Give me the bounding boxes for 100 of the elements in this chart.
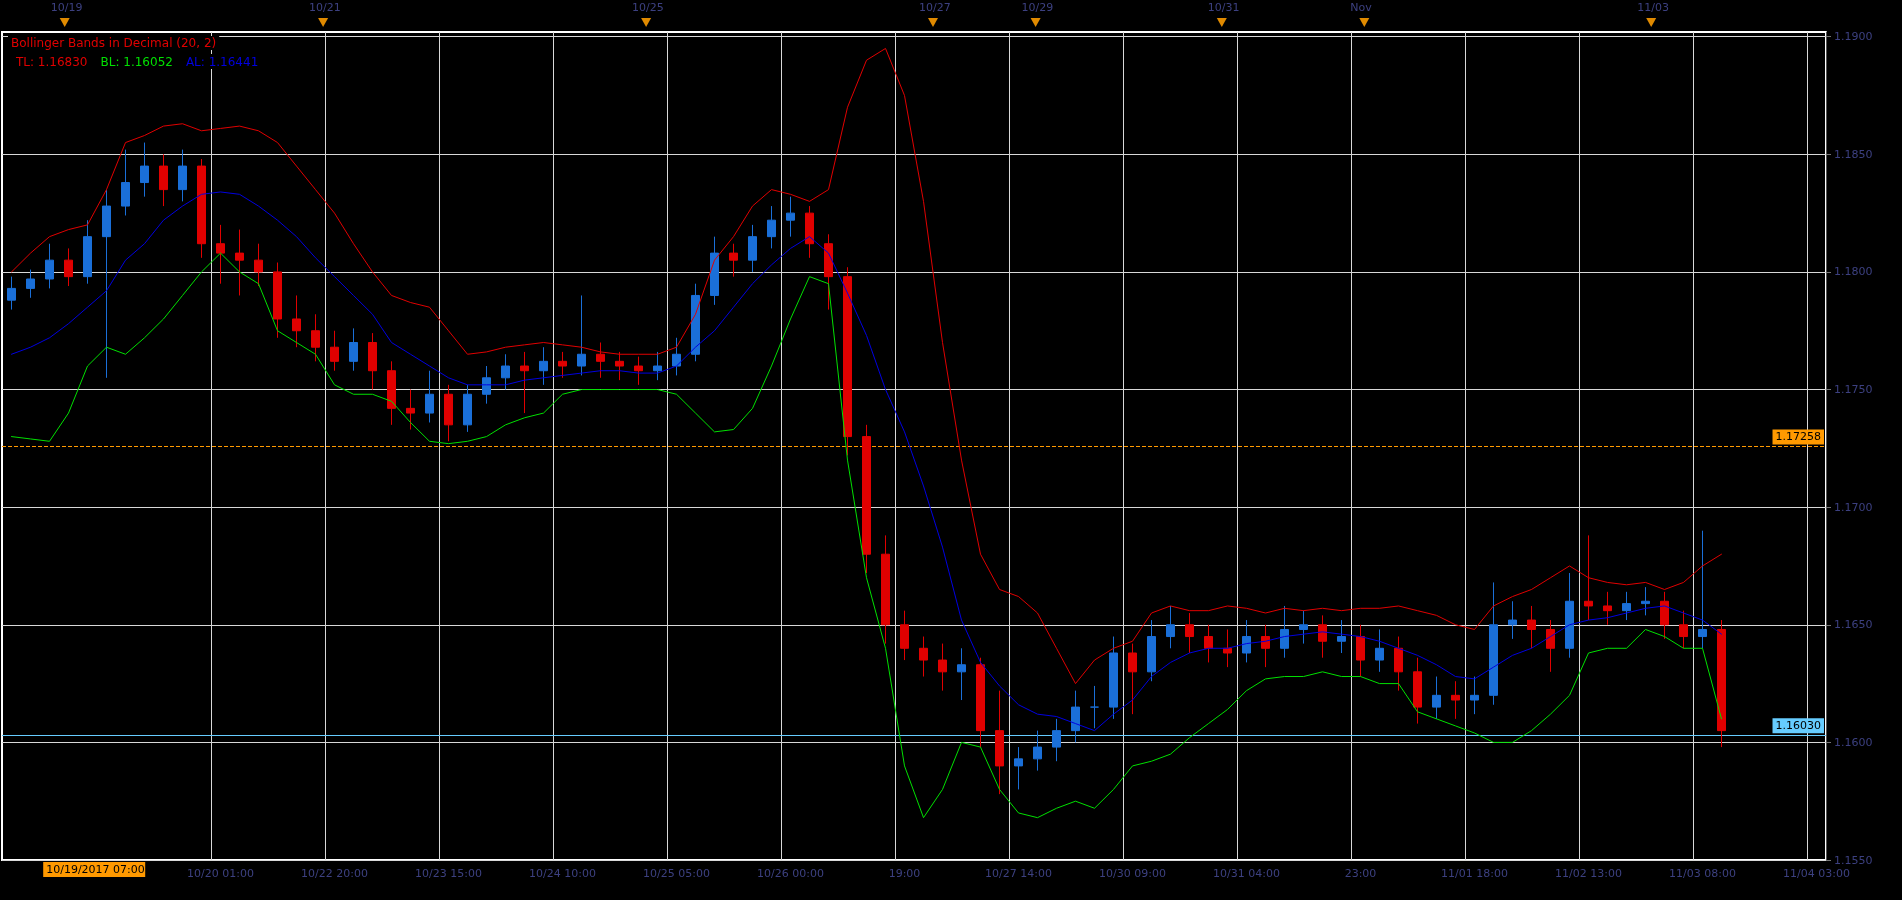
- candlestick: [1242, 619, 1251, 663]
- candlestick: [64, 247, 73, 287]
- candlestick: [1717, 619, 1726, 748]
- candlestick: [1223, 628, 1232, 668]
- line-series: [11, 191, 1722, 732]
- x-tick-label: 11/04 03:00: [1783, 867, 1850, 880]
- y-tick-label: 1.1600: [1834, 735, 1873, 749]
- candlestick: [1071, 690, 1080, 743]
- candlestick: [1033, 730, 1042, 772]
- candlestick: [254, 243, 263, 287]
- candlestick: [7, 276, 16, 311]
- text: 10/21: [309, 1, 341, 14]
- candlestick: [292, 294, 301, 348]
- candlestick: [900, 610, 909, 661]
- candlestick: [1299, 610, 1308, 645]
- candlestick: [1356, 624, 1365, 678]
- ref-line-label: 1.16030: [1775, 719, 1821, 733]
- candlestick: [26, 269, 35, 299]
- x-tick-label: 10/23 15:00: [415, 867, 482, 880]
- candlestick: [1261, 624, 1270, 668]
- candlestick: [1109, 636, 1118, 720]
- candlestick: [539, 346, 548, 386]
- candlestick: [1508, 600, 1517, 640]
- text: 11/03: [1637, 1, 1669, 14]
- y-tick-label: 1.1850: [1834, 147, 1873, 161]
- candlestick: [1622, 591, 1631, 621]
- candlestick: [387, 360, 396, 426]
- text: TL: 1.16830: [15, 55, 88, 69]
- y-tick-label: 1.1800: [1834, 265, 1873, 279]
- x-tick-label: 10/22 20:00: [301, 867, 368, 880]
- candlestick: [1185, 612, 1194, 654]
- candlestick: [83, 219, 92, 285]
- x-tick-label: 10/31 04:00: [1213, 867, 1280, 880]
- candlestick: [1527, 605, 1536, 649]
- candlestick: [995, 690, 1004, 795]
- candlestick: [1698, 530, 1707, 649]
- candlestick: [729, 243, 738, 278]
- candlestick: [1546, 619, 1555, 673]
- candlestick: [1280, 605, 1289, 659]
- candlestick: [976, 657, 985, 748]
- candlestick: [843, 266, 852, 456]
- candlestick: [577, 294, 586, 376]
- candlestick: [1204, 624, 1213, 663]
- x-tick-label: 10/24 10:00: [529, 867, 596, 880]
- candlestick: [881, 534, 890, 645]
- candlestick: [824, 233, 833, 311]
- candlestick: [596, 342, 605, 379]
- x-tick-label: 10/20 01:00: [187, 867, 254, 880]
- candlestick: [406, 389, 415, 431]
- candlestick: [1470, 676, 1479, 715]
- y-tick-label: 1.1700: [1834, 500, 1873, 514]
- candlestick: [216, 224, 225, 285]
- line-series: [11, 252, 1722, 819]
- candlestick: [520, 351, 529, 414]
- candlestick: [330, 330, 339, 372]
- candlestick: [159, 153, 168, 207]
- text: 10/29: [1021, 1, 1054, 14]
- candlestick: [634, 356, 643, 386]
- candlestick: [140, 142, 149, 198]
- candlestick: [311, 313, 320, 362]
- candlestick: [957, 647, 966, 701]
- candlestick: [501, 353, 510, 391]
- candlestick: [767, 205, 776, 249]
- x-tick-label: 10/27 14:00: [985, 867, 1052, 880]
- text: 10/25: [632, 1, 664, 14]
- x-tick-label: 19:00: [888, 867, 921, 880]
- y-tick-label: 1.1650: [1834, 618, 1873, 632]
- x-tick-label: 10/30 09:00: [1099, 867, 1166, 880]
- candlestick: [1128, 643, 1137, 715]
- candlestick: [558, 351, 567, 379]
- x-tick-label: 23:00: [1344, 867, 1377, 880]
- candlestick: [1166, 605, 1175, 649]
- text: 10/27: [919, 1, 951, 14]
- candlestick: [1660, 591, 1669, 640]
- candlestick: [1394, 636, 1403, 692]
- candlestick: [197, 158, 206, 259]
- candlestick: [615, 351, 624, 381]
- candlestick: [1603, 591, 1612, 626]
- chart-title: Bollinger Bands in Decimal (20, 2): [11, 36, 217, 50]
- candlestick: [273, 262, 282, 339]
- ref-line-label: 1.17258: [1775, 430, 1821, 444]
- candlestick: [748, 224, 757, 273]
- x-tick-label: 11/03 08:00: [1669, 867, 1736, 880]
- candlestick: [463, 384, 472, 433]
- candlestick: [786, 196, 795, 238]
- candlestick: [691, 283, 700, 362]
- candlestick: [1147, 619, 1156, 682]
- candlestick: [653, 351, 662, 381]
- x-tick-label: 10/26 00:00: [757, 867, 824, 880]
- x-tick-label: 11/02 13:00: [1555, 867, 1622, 880]
- candlestick: [178, 149, 187, 202]
- candlestick: [1641, 586, 1650, 616]
- x-tick-label: 10/25 05:00: [643, 867, 710, 880]
- y-tick-label: 1.1550: [1834, 853, 1873, 867]
- candlestick: [235, 229, 244, 296]
- candlestick: [1432, 676, 1441, 720]
- candlestick: [1375, 628, 1384, 673]
- candlestick: [349, 327, 358, 372]
- candlestick: [862, 424, 871, 574]
- candlestick: [710, 236, 719, 306]
